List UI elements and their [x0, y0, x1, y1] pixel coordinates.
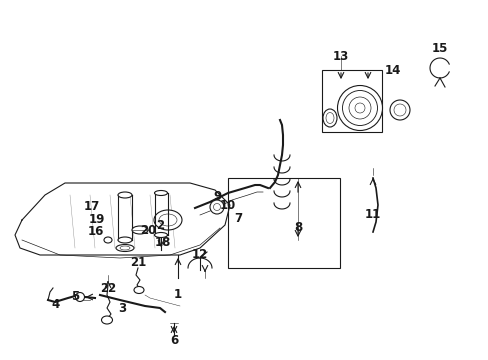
Ellipse shape [154, 233, 167, 238]
Ellipse shape [209, 200, 224, 214]
Text: 13: 13 [332, 49, 348, 63]
Ellipse shape [120, 246, 130, 250]
Bar [321, 70, 381, 132]
Ellipse shape [325, 112, 333, 123]
Text: 22: 22 [100, 282, 116, 294]
Text: 15: 15 [431, 41, 447, 54]
Text: 6: 6 [169, 334, 178, 347]
Text: 21: 21 [130, 256, 146, 270]
Ellipse shape [323, 109, 336, 127]
Ellipse shape [75, 292, 84, 301]
Text: 10: 10 [220, 199, 236, 212]
Text: 17: 17 [84, 201, 100, 213]
Ellipse shape [337, 85, 382, 130]
Ellipse shape [354, 103, 364, 113]
Ellipse shape [389, 100, 409, 120]
Text: 16: 16 [88, 225, 104, 238]
Text: 9: 9 [213, 190, 222, 203]
Ellipse shape [393, 104, 405, 116]
Ellipse shape [154, 210, 182, 230]
Ellipse shape [134, 287, 143, 293]
Text: 8: 8 [293, 221, 302, 234]
Text: 12: 12 [191, 248, 208, 261]
Text: 4: 4 [52, 298, 60, 311]
Text: 18: 18 [155, 237, 171, 249]
Ellipse shape [104, 237, 112, 243]
Ellipse shape [132, 226, 148, 234]
Ellipse shape [102, 316, 112, 324]
Ellipse shape [118, 192, 132, 198]
Ellipse shape [348, 97, 370, 119]
Text: 7: 7 [233, 212, 242, 225]
Bar [227, 178, 339, 268]
Text: 5: 5 [71, 291, 79, 303]
Text: 20: 20 [140, 225, 156, 238]
Ellipse shape [118, 237, 132, 243]
Text: 3: 3 [118, 301, 126, 315]
Ellipse shape [154, 190, 167, 195]
Ellipse shape [342, 90, 377, 126]
Text: 1: 1 [174, 288, 182, 301]
Ellipse shape [116, 244, 134, 252]
Text: 14: 14 [384, 63, 400, 77]
Text: 2: 2 [156, 220, 164, 233]
Text: 19: 19 [89, 213, 105, 226]
Ellipse shape [213, 203, 220, 211]
Text: 11: 11 [364, 208, 380, 221]
Ellipse shape [159, 214, 177, 226]
